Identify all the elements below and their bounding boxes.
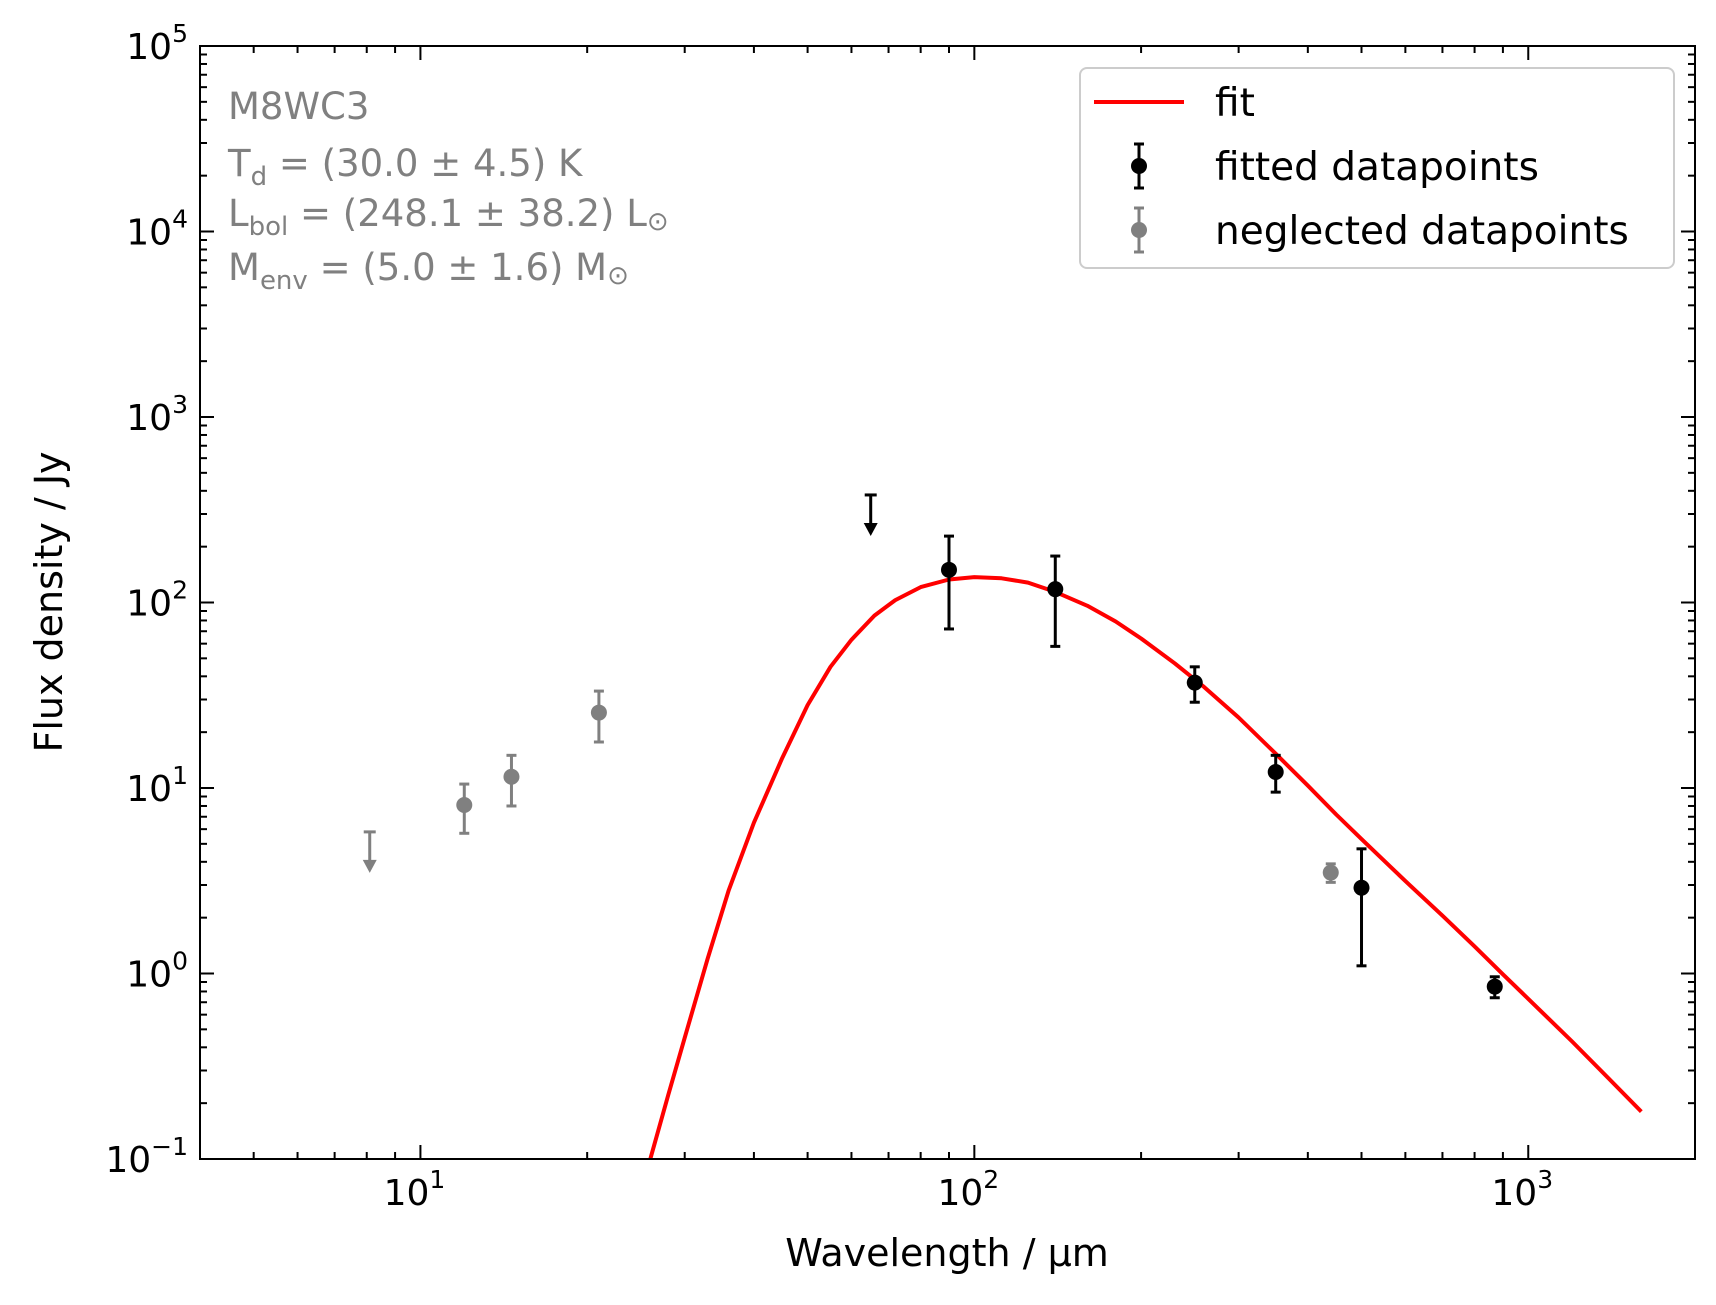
tick-exponent: 2: [172, 576, 188, 605]
neglected-marker: [456, 796, 473, 813]
y-axis-label: Flux density / Jy: [27, 451, 71, 752]
fitted-point: [1047, 554, 1064, 648]
sun-symbol: ⊙: [647, 207, 669, 237]
y-tick-label: 101: [126, 761, 188, 810]
fitted-marker: [1267, 763, 1284, 780]
tick-base: 10: [126, 213, 172, 254]
plot-frame: [199, 45, 1696, 1160]
neglected-marker: [1322, 864, 1339, 881]
legend-box: [1079, 67, 1675, 269]
fitted-marker: [1186, 674, 1203, 691]
annot-symbol: L: [228, 192, 249, 235]
tick-exponent: 3: [172, 390, 188, 419]
legend-fitted-marker: [1131, 158, 1147, 174]
fit-curve: [648, 575, 1643, 1159]
tick-exponent: 5: [172, 19, 188, 48]
envelope-mass: Menv = (5.0 ± 1.6) M⊙: [228, 246, 629, 296]
tick-base: 10: [937, 1173, 983, 1214]
tick-base: 10: [126, 27, 172, 68]
fitted-marker: [1486, 978, 1503, 995]
tick-base: 10: [1491, 1173, 1537, 1214]
annot-subscript: env: [260, 266, 308, 296]
fitted-marker: [940, 561, 957, 578]
y-tick-label: 105: [126, 19, 188, 68]
annot-value: = (30.0 ± 4.5) K: [267, 142, 584, 185]
legend-neglected-label: neglected datapoints: [1215, 209, 1629, 254]
fitted-datapoints: [863, 493, 1503, 1000]
neglected-point: [503, 753, 520, 808]
tick-exponent: 4: [172, 205, 188, 234]
y-tick-label: 102: [126, 576, 188, 625]
annot-symbol: T: [227, 142, 251, 185]
tick-exponent: 3: [1537, 1165, 1553, 1194]
plot-area: [362, 493, 1643, 1159]
tick-base: 10: [126, 769, 172, 810]
y-tick-label: 10−1: [105, 1132, 188, 1181]
y-tick-label: 104: [126, 205, 188, 254]
neglected-upper-limit: [362, 830, 377, 873]
annot-value: = (248.1 ± 38.2) L: [288, 192, 647, 235]
x-axis-label: Wavelength / μm: [785, 1231, 1109, 1275]
tick-exponent: 2: [983, 1165, 999, 1194]
annot-value: = (5.0 ± 1.6) M: [308, 246, 607, 289]
neglected-point: [590, 689, 607, 744]
fitted-limit-arrow: [863, 522, 878, 536]
neglected-limit-arrow: [362, 859, 377, 873]
y-tick-label: 103: [126, 390, 188, 439]
neglected-point: [1322, 862, 1339, 884]
fitted-point: [1186, 665, 1203, 704]
legend-fit-label: fit: [1215, 81, 1255, 126]
tick-base: 10: [126, 398, 172, 439]
fitted-point: [1267, 753, 1284, 794]
fitted-point: [1353, 847, 1370, 968]
annot-symbol: M: [228, 246, 260, 289]
annot-subscript: bol: [249, 212, 289, 242]
tick-exponent: 1: [172, 761, 188, 790]
tick-exponent: 0: [172, 947, 188, 976]
fitted-point: [1486, 975, 1503, 1000]
legend: fit fitted datapoints neglected datapoin…: [1079, 67, 1675, 269]
tick-base: 10: [126, 584, 172, 625]
neglected-marker: [590, 704, 607, 721]
y-tick-label: 100: [126, 947, 188, 996]
x-tick-label: 102: [937, 1165, 999, 1214]
legend-neglected-marker: [1131, 222, 1147, 238]
neglected-marker: [503, 768, 520, 785]
x-tick-label: 101: [384, 1165, 446, 1214]
legend-fitted-label: fitted datapoints: [1215, 145, 1539, 190]
tick-base: 10: [384, 1173, 430, 1214]
fitted-marker: [1047, 581, 1064, 598]
sun-symbol: ⊙: [607, 261, 629, 291]
x-tick-label: 103: [1491, 1165, 1553, 1214]
tick-base: 10: [105, 1140, 151, 1181]
neglected-point: [456, 782, 473, 835]
dust-temperature: Td = (30.0 ± 4.5) K: [227, 142, 584, 192]
tick-base: 10: [126, 955, 172, 996]
source-name: M8WC3: [228, 85, 369, 128]
fitted-upper-limit: [863, 493, 878, 536]
fit-annotation: M8WC3 Td = (30.0 ± 4.5) K Lbol = (248.1 …: [227, 85, 669, 296]
neglected-datapoints: [362, 689, 1339, 884]
bolometric-luminosity: Lbol = (248.1 ± 38.2) L⊙: [228, 192, 669, 242]
fitted-point: [940, 534, 957, 631]
annot-subscript: d: [251, 162, 268, 192]
tick-exponent: 1: [429, 1165, 445, 1194]
tick-exponent: −1: [151, 1132, 188, 1161]
fitted-marker: [1353, 879, 1370, 896]
